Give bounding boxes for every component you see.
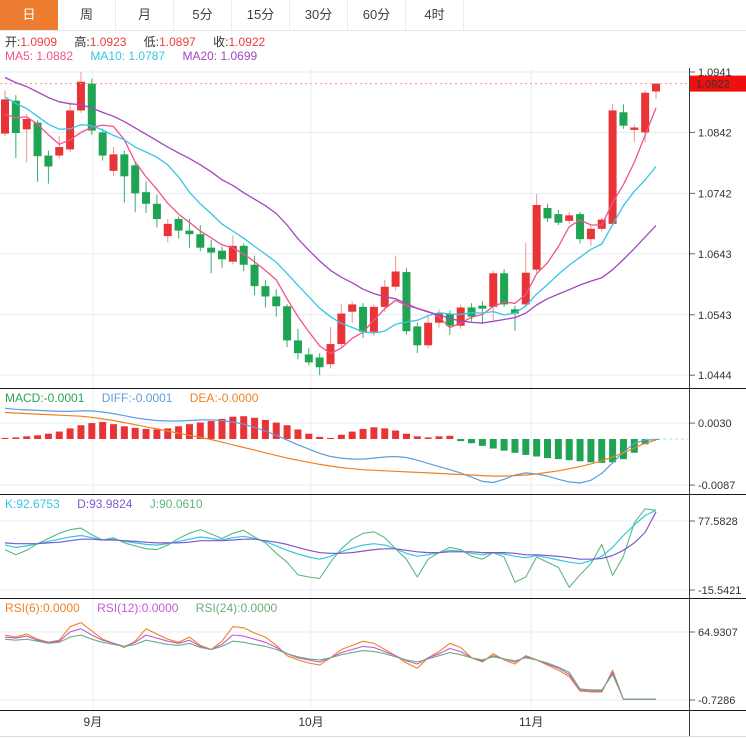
ma-legend-row: MA5: 1.0882 MA10: 1.0787 MA20: 1.0699 [5, 49, 271, 63]
k-value-legend: K:92.6753 [5, 497, 60, 511]
close-label: 收: [213, 35, 229, 49]
rsi-legend-row: RSI(6):0.0000 RSI(12):0.0000 RSI(24):0.0… [5, 601, 291, 615]
ma20-line [4, 76, 657, 324]
ma10-legend: MA10: 1.0787 [90, 49, 166, 63]
low-pair: 低:1.0897 [144, 35, 196, 49]
rsi6-line [4, 622, 656, 700]
candles [1, 72, 660, 376]
rsi24-value-legend: RSI(24):0.0000 [195, 601, 278, 615]
macd-legend-row: MACD:-0.0001 DIFF:-0.0001 DEA:-0.0000 [5, 391, 272, 405]
svg-text:11月: 11月 [519, 715, 543, 729]
timeframe-tabbar: 日 周 月 5分 15分 30分 60分 4时 [0, 0, 746, 31]
kdj-d-line [4, 511, 657, 560]
tab-30min[interactable]: 30分 [290, 0, 348, 30]
svg-text:1.0842: 1.0842 [698, 127, 732, 139]
low-label: 低: [143, 35, 160, 49]
y-axis-labels: 1.0941 1.0842 1.0742 1.0643 1.0543 1.0444 0.00… [690, 67, 741, 707]
macd-value-legend: MACD:-0.0001 [5, 391, 85, 405]
tab-month[interactable]: 月 [116, 0, 174, 30]
tab-week[interactable]: 周 [58, 0, 116, 30]
x-axis-month-labels: 9月 10月 11月 [84, 715, 544, 729]
tab-4hour[interactable]: 4时 [406, 0, 464, 30]
svg-text:1.0922: 1.0922 [696, 79, 730, 91]
ma5-legend: MA5: 1.0882 [5, 49, 74, 63]
high-label: 高: [74, 35, 90, 49]
macd-dea-line [4, 411, 657, 477]
close-value: 1.0922 [228, 35, 266, 49]
svg-text:9月: 9月 [84, 715, 103, 729]
open-label: 开: [5, 35, 21, 49]
kdj-j-line [4, 508, 657, 588]
ma20-legend: MA20: 1.0699 [182, 49, 258, 63]
high-pair: 高:1.0923 [74, 35, 126, 49]
svg-text:1.0742: 1.0742 [698, 188, 732, 200]
low-value: 1.0897 [159, 35, 196, 49]
ma5-line [4, 107, 657, 355]
rsi6-value-legend: RSI(6):0.0000 [5, 601, 80, 615]
tab-15min[interactable]: 15分 [232, 0, 290, 30]
svg-text:77.5828: 77.5828 [698, 516, 738, 528]
svg-text:1.0543: 1.0543 [698, 310, 732, 322]
tab-60min[interactable]: 60分 [348, 0, 406, 30]
svg-text:1.0444: 1.0444 [698, 370, 732, 382]
diff-value-legend: DIFF:-0.0001 [101, 391, 173, 405]
svg-text:-15.5421: -15.5421 [698, 585, 741, 597]
ma-lines [4, 76, 657, 355]
close-pair: 收:1.0922 [213, 35, 265, 49]
high-value: 1.0923 [89, 35, 127, 49]
j-value-legend: J:90.0610 [149, 497, 203, 511]
dea-value-legend: DEA:-0.0000 [189, 391, 259, 405]
gridlines [0, 68, 690, 710]
svg-text:-0.0087: -0.0087 [698, 480, 735, 492]
panel-separators [0, 68, 746, 737]
tab-5min[interactable]: 5分 [174, 0, 232, 30]
svg-text:64.9307: 64.9307 [698, 627, 738, 639]
ma10-line [4, 96, 657, 334]
svg-text:1.0941: 1.0941 [698, 67, 732, 79]
tab-day[interactable]: 日 [0, 0, 58, 30]
svg-text:0.0030: 0.0030 [698, 418, 732, 430]
svg-text:-0.7286: -0.7286 [698, 695, 735, 707]
last-price-badge: 1.0922 [690, 75, 746, 92]
svg-text:10月: 10月 [298, 715, 323, 729]
kdj-legend-row: K:92.6753 D:93.9824 J:90.0610 [5, 497, 217, 511]
rsi12-value-legend: RSI(12):0.0000 [97, 601, 179, 615]
macd-diff-line [4, 407, 657, 484]
svg-text:1.0643: 1.0643 [698, 249, 732, 261]
open-value: 1.0909 [20, 35, 58, 49]
kdj-k-line [4, 509, 657, 565]
rsi24-line [4, 634, 656, 700]
ohlc-row: 开:1.0909 高:1.0923 低:1.0897 收:1.0922 [5, 33, 279, 50]
d-value-legend: D:93.9824 [77, 497, 133, 511]
open-pair: 开:1.0909 [5, 35, 57, 49]
